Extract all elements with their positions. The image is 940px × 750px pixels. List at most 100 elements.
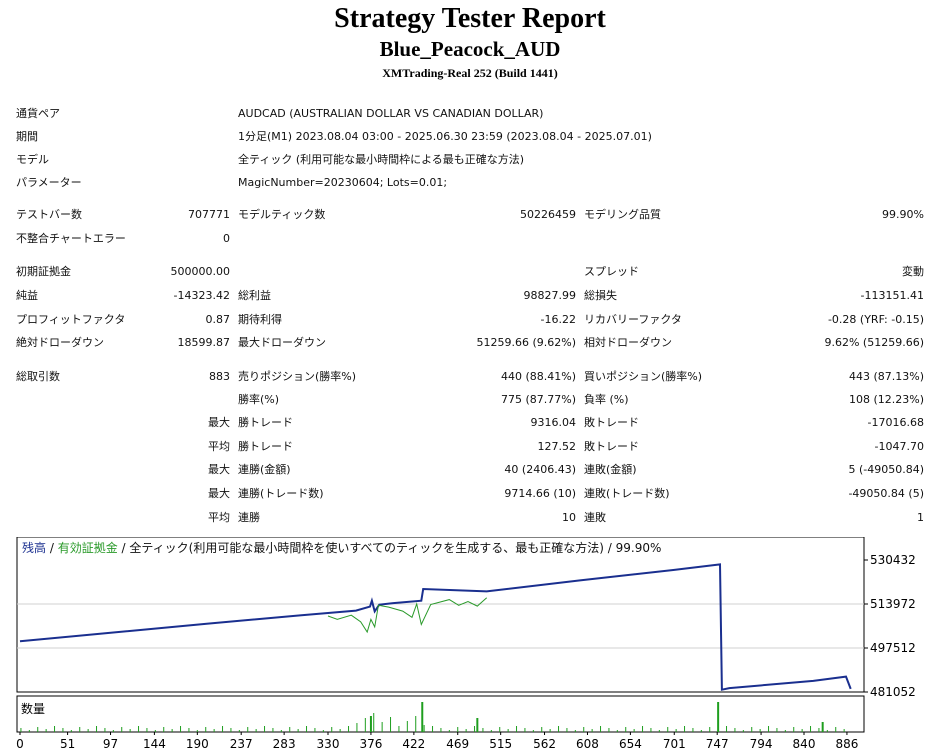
x-tick-label: 701 xyxy=(663,737,686,750)
relative-drawdown-label: 相対ドローダウン xyxy=(584,336,672,349)
short-positions-label: 売りポジション(勝率%) xyxy=(238,370,357,383)
mismatch-value: 0 xyxy=(223,232,230,245)
x-tick-label: 886 xyxy=(835,737,858,750)
net-label: 純益 xyxy=(16,289,38,302)
relative-drawdown-value: 9.62% (51259.66) xyxy=(824,336,924,349)
x-tick-label: 654 xyxy=(619,737,642,750)
grid xyxy=(17,559,868,735)
x-tick-label: 330 xyxy=(317,737,340,750)
quality-value: 99.90% xyxy=(882,208,924,221)
ticks-value: 50226459 xyxy=(520,208,576,221)
report-title: Strategy Tester Report xyxy=(334,3,606,34)
params-value: MagicNumber=20230604; Lots=0.01; xyxy=(238,176,448,189)
spread-value: 変動 xyxy=(902,265,924,278)
model-label: モデル xyxy=(16,153,49,166)
avg-consec-losses-label: 連敗 xyxy=(584,511,606,524)
absolute-drawdown-label: 絶対ドローダウン xyxy=(16,336,104,349)
max-consec-count-prefix: 最大 xyxy=(208,487,230,500)
x-tick-label: 562 xyxy=(533,737,556,750)
average-win-value: 127.52 xyxy=(537,440,577,453)
spread-label: スプレッド xyxy=(584,265,639,278)
max-consec-losses-count-label: 連敗(トレード数) xyxy=(584,487,670,500)
volume-bars xyxy=(20,702,845,732)
legend-separator: / xyxy=(46,541,58,555)
max-consec-wins-count-value: 9714.66 (10) xyxy=(504,487,576,500)
x-tick-label: 422 xyxy=(402,737,425,750)
recovery-factor-value: -0.28 (YRF: -0.15) xyxy=(827,313,924,326)
x-tick-label: 51 xyxy=(60,737,75,750)
balance-line xyxy=(19,563,852,691)
y-tick-label: 497512 xyxy=(870,641,916,655)
win-rate-value: 775 (87.77%) xyxy=(500,393,576,406)
long-positions-label: 買いポジション(勝率%) xyxy=(584,370,703,383)
max-consec-wins-amount-label: 連勝(金額) xyxy=(238,463,291,476)
recovery-factor-label: リカバリーファクタ xyxy=(584,313,682,326)
gross-profit-value: 98827.99 xyxy=(523,289,577,302)
x-tick-label: 794 xyxy=(750,737,773,750)
max-consec-losses-count-value: -49050.84 (5) xyxy=(848,487,924,500)
avg-consec-prefix: 平均 xyxy=(208,511,230,524)
x-tick-label: 515 xyxy=(489,737,512,750)
win-rate-label: 勝率(%) xyxy=(238,393,280,406)
long-positions-value: 443 (87.13%) xyxy=(848,370,924,383)
max-consec-amount-prefix: 最大 xyxy=(208,463,230,476)
bars-value: 707771 xyxy=(188,208,230,221)
x-tick-label: 747 xyxy=(706,737,729,750)
largest-win-label: 勝トレード xyxy=(238,416,293,429)
main-plot-frame xyxy=(16,537,865,693)
largest-win-value: 9316.04 xyxy=(530,416,577,429)
period-value: 1分足(M1) 2023.08.04 03:00 - 2025.06.30 23… xyxy=(238,130,652,143)
x-tick-label: 469 xyxy=(446,737,469,750)
x-tick-label: 608 xyxy=(576,737,599,750)
x-tick-label: 190 xyxy=(186,737,209,750)
average-loss-value: -1047.70 xyxy=(874,440,924,453)
deposit-value: 500000.00 xyxy=(170,265,231,278)
x-tick-labels: 0 51 97 144 190 237 283 330 376 422 469 515 562 608 65… xyxy=(16,737,858,750)
balance-chart: 530432 513972 497512 481052 0 51 97 144 190 237 2… xyxy=(15,537,927,750)
profit-factor-value: 0.87 xyxy=(205,313,231,326)
params-label: パラメーター xyxy=(16,176,82,189)
largest-loss-label: 敗トレード xyxy=(584,416,639,429)
legend-model-info: / 全ティック(利用可能な最小時間枠を使いすべてのティックを生成する、最も正確な… xyxy=(117,541,662,555)
x-tick-label: 376 xyxy=(359,737,382,750)
symbol-label: 通貨ペア xyxy=(16,107,60,120)
volume-label: 数量 xyxy=(21,701,45,716)
maximal-drawdown-label: 最大ドローダウン xyxy=(238,336,326,349)
gross-loss-label: 総損失 xyxy=(584,289,617,302)
avg-consec-wins-value: 10 xyxy=(562,511,576,524)
largest-loss-value: -17016.68 xyxy=(867,416,924,429)
total-trades-label: 総取引数 xyxy=(16,370,60,383)
ticks-label: モデルティック数 xyxy=(238,208,326,221)
ea-name: Blue_Peacock_AUD xyxy=(379,37,561,61)
balance-chart-svg: 530432 513972 497512 481052 0 51 97 144 190 237 2… xyxy=(16,537,916,750)
maximal-drawdown-value: 51259.66 (9.62%) xyxy=(476,336,576,349)
loss-rate-value: 108 (12.23%) xyxy=(848,393,924,406)
x-tick-label: 97 xyxy=(103,737,118,750)
gross-profit-label: 総利益 xyxy=(238,289,271,302)
model-value: 全ティック (利用可能な最小時間枠による最も正確な方法) xyxy=(238,153,525,166)
avg-consec-losses-value: 1 xyxy=(917,511,924,524)
chart-legend: 残高 / 有効証拠金 / 全ティック(利用可能な最小時間枠を使いすべてのティック… xyxy=(22,539,661,556)
legend-balance: 残高 xyxy=(22,541,47,555)
short-positions-value: 440 (88.41%) xyxy=(500,370,576,383)
x-tick-label: 237 xyxy=(230,737,253,750)
max-consec-losses-amount-label: 連敗(金額) xyxy=(584,463,637,476)
expected-payoff-label: 期待利得 xyxy=(238,313,282,326)
y-tick-label: 481052 xyxy=(870,685,916,699)
loss-rate-label: 負率 (%) xyxy=(584,393,629,406)
period-label: 期間 xyxy=(16,130,38,143)
average-loss-label: 敗トレード xyxy=(584,440,639,453)
profit-factor-label: プロフィットファクタ xyxy=(16,313,126,326)
mismatch-label: 不整合チャートエラー xyxy=(16,232,126,245)
quality-label: モデリング品質 xyxy=(584,208,661,221)
max-consec-losses-amount-value: 5 (-49050.84) xyxy=(848,463,924,476)
expected-payoff-value: -16.22 xyxy=(540,313,576,326)
y-tick-labels: 530432 513972 497512 481052 xyxy=(870,553,916,699)
equity-line xyxy=(327,597,488,634)
largest-prefix: 最大 xyxy=(208,416,230,429)
y-tick-label: 530432 xyxy=(870,553,916,567)
net-value: -14323.42 xyxy=(173,289,230,302)
legend-equity: 有効証拠金 xyxy=(57,541,118,555)
server-build: XMTrading-Real 252 (Build 1441) xyxy=(382,66,558,80)
average-prefix: 平均 xyxy=(208,440,230,453)
